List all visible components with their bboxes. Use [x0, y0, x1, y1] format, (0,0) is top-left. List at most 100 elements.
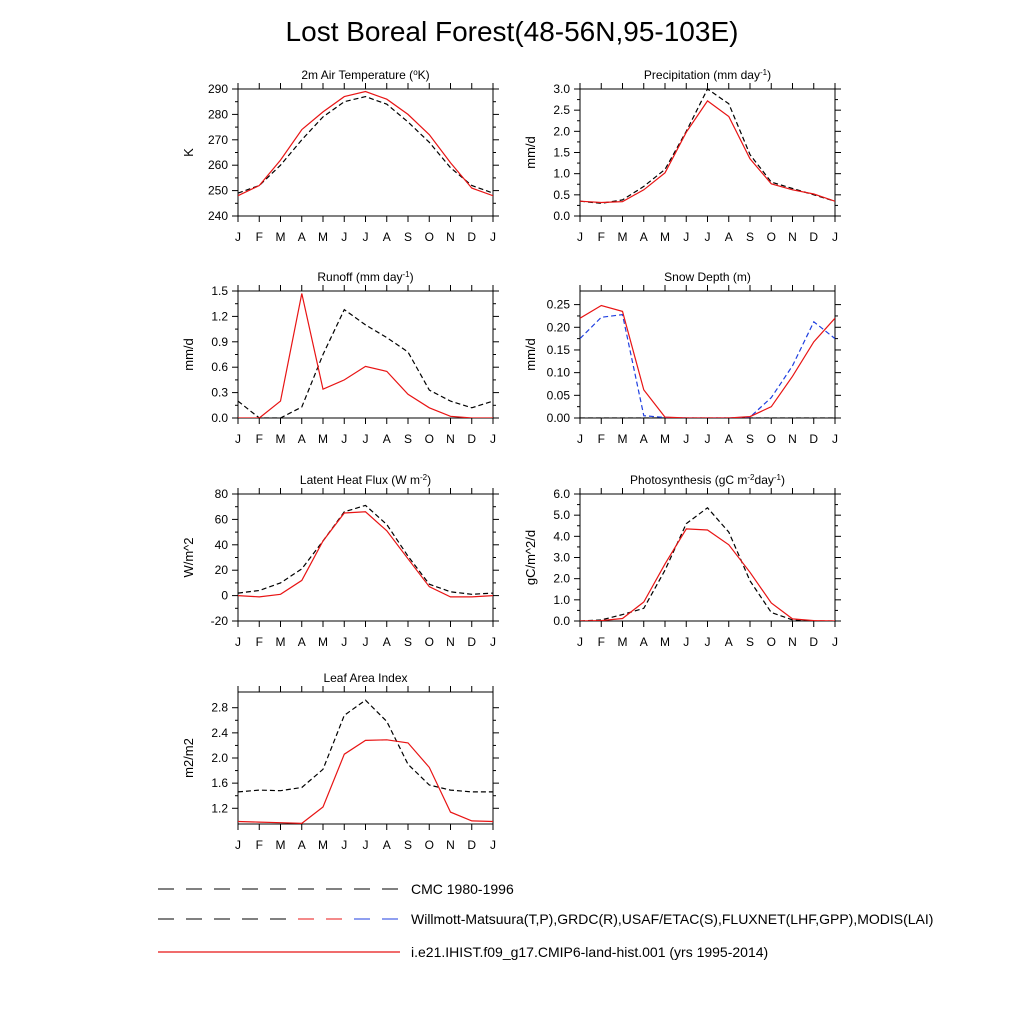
x-tick-label: M — [618, 635, 628, 649]
x-tick-label: J — [683, 432, 689, 446]
legend-label: i.e21.IHIST.f09_g17.CMIP6-land-hist.001 … — [411, 944, 768, 960]
x-tick-label: J — [705, 432, 711, 446]
title-text: Leaf Area Index — [323, 671, 407, 685]
x-tick-label: N — [446, 230, 455, 244]
series-line-model — [580, 304, 835, 418]
title-text: ) — [410, 270, 414, 284]
y-tick-label: 290 — [208, 82, 228, 96]
x-tick-label: J — [341, 838, 347, 852]
x-tick-label: M — [660, 230, 670, 244]
x-tick-label: M — [276, 635, 286, 649]
title-text: Photosynthesis (gC m — [630, 473, 747, 487]
x-tick-label: J — [490, 838, 496, 852]
x-tick-label: M — [618, 230, 628, 244]
y-tick-label: 0 — [221, 589, 228, 603]
title-superscript: -2 — [420, 473, 428, 482]
y-tick-label: 1.2 — [211, 801, 228, 815]
x-tick-label: F — [256, 838, 263, 852]
x-tick-label: D — [809, 432, 818, 446]
y-tick-label: 0.0 — [553, 209, 570, 223]
series-line-obs — [580, 506, 835, 621]
panel-title: Precipitation (mm day-1) — [644, 68, 771, 82]
x-tick-label: S — [404, 635, 412, 649]
x-tick-label: J — [235, 432, 241, 446]
y-tick-label: 60 — [215, 512, 229, 526]
y-axis-label: mm/d — [523, 136, 538, 169]
title-superscript: -1 — [774, 473, 782, 482]
y-tick-label: 0.5 — [553, 188, 570, 202]
y-tick-label: 1.5 — [553, 146, 570, 160]
title-text: Runoff (mm day — [317, 270, 402, 284]
y-axis-label: mm/d — [181, 338, 196, 371]
y-tick-label: 3.0 — [553, 551, 570, 565]
x-tick-label: A — [640, 432, 648, 446]
x-tick-label: F — [598, 432, 605, 446]
y-tick-label: 1.0 — [553, 593, 570, 607]
y-tick-label: 0.6 — [211, 360, 228, 374]
x-tick-label: J — [363, 432, 369, 446]
y-tick-label: 2.0 — [553, 572, 570, 586]
title-text: ) — [781, 473, 785, 487]
x-tick-label: M — [276, 230, 286, 244]
x-tick-label: J — [577, 635, 583, 649]
y-tick-label: 270 — [208, 133, 228, 147]
title-superscript: -2 — [747, 473, 755, 482]
x-tick-label: F — [256, 230, 263, 244]
series-line-obs — [238, 95, 493, 194]
x-tick-label: J — [490, 635, 496, 649]
x-tick-label: F — [256, 635, 263, 649]
x-tick-label: N — [446, 838, 455, 852]
series-line-model — [238, 739, 493, 824]
plot-frame — [237, 290, 494, 419]
series-line-obs — [238, 504, 493, 595]
x-tick-label: O — [767, 432, 776, 446]
x-tick-label: J — [363, 838, 369, 852]
y-tick-label: 0.10 — [547, 366, 571, 380]
x-tick-label: A — [640, 230, 648, 244]
x-tick-label: M — [276, 838, 286, 852]
x-tick-label: M — [318, 432, 328, 446]
x-tick-label: N — [788, 635, 797, 649]
x-tick-label: A — [725, 635, 733, 649]
y-tick-label: 2.0 — [553, 124, 570, 138]
x-tick-label: J — [832, 432, 838, 446]
x-tick-label: A — [383, 230, 391, 244]
chart-panel-3: J F M A M J J A S O N D J0.00.30.60.91.21.5mm/dRunof… — [181, 270, 499, 446]
x-tick-label: A — [383, 432, 391, 446]
x-tick-label: S — [746, 432, 754, 446]
x-tick-label: A — [725, 432, 733, 446]
x-tick-label: A — [298, 635, 306, 649]
x-tick-label: S — [746, 635, 754, 649]
title-text: ) — [427, 473, 431, 487]
x-tick-label: J — [705, 230, 711, 244]
x-tick-label: J — [363, 230, 369, 244]
x-tick-label: F — [256, 432, 263, 446]
y-tick-label: 1.2 — [211, 309, 228, 323]
y-tick-label: 280 — [208, 107, 228, 121]
y-tick-label: 0.20 — [547, 320, 571, 334]
x-tick-label: A — [298, 838, 306, 852]
y-tick-label: 4.0 — [553, 529, 570, 543]
series-line-model — [580, 100, 835, 204]
y-tick-label: 1.6 — [211, 776, 228, 790]
panel-title: Leaf Area Index — [323, 671, 407, 685]
x-tick-label: J — [490, 230, 496, 244]
x-tick-label: J — [235, 230, 241, 244]
plot-frame — [579, 88, 836, 217]
x-tick-label: N — [788, 432, 797, 446]
title-superscript: -1 — [403, 270, 411, 279]
x-tick-label: O — [425, 230, 434, 244]
plot-frame — [237, 493, 494, 622]
series-line-obs — [238, 308, 493, 418]
plot-frame — [579, 493, 836, 622]
y-tick-label: 0.0 — [211, 411, 228, 425]
y-tick-label: 260 — [208, 158, 228, 172]
y-tick-label: 250 — [208, 184, 228, 198]
y-tick-label: 0.9 — [211, 335, 228, 349]
series-line-model — [238, 511, 493, 598]
y-tick-label: 0.15 — [547, 343, 571, 357]
x-tick-label: O — [767, 230, 776, 244]
y-tick-label: 0.3 — [211, 386, 228, 400]
